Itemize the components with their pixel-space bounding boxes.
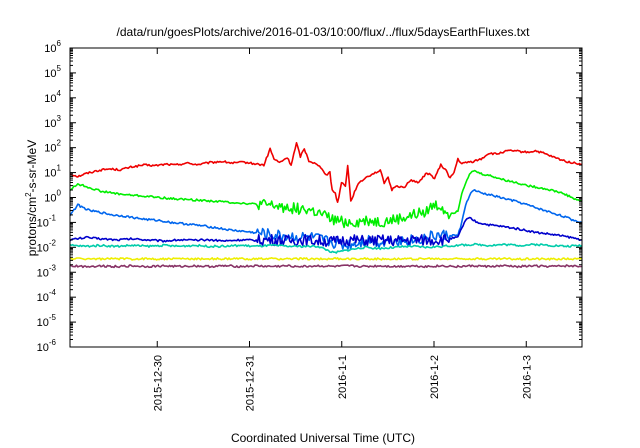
x-tick-label: 2016-1-1 [337, 355, 349, 399]
plot-frame [69, 47, 583, 348]
series-line-2 [69, 169, 583, 229]
y-tick-label: 103 [44, 114, 61, 130]
x-tick-label: 2015-12-31 [245, 355, 257, 411]
series-line-5 [69, 242, 583, 254]
series-line-4 [69, 216, 583, 247]
plot-title: /data/run/goesPlots/archive/2016-01-03/1… [117, 25, 531, 39]
plot-area: 10-6 10-5 10-4 10-3 10-2 10-1 100 101 102 103 104 1… [37, 39, 583, 411]
y-tick-label: 10-5 [37, 313, 57, 329]
x-tick-label: 2015-12-30 [152, 355, 164, 411]
y-tick-label: 106 [44, 39, 61, 55]
y-tick-label: 102 [44, 139, 61, 155]
y-tick-label: 10-4 [37, 288, 57, 304]
x-tick-label: 2016-1-3 [521, 355, 533, 399]
x-axis-title: Coordinated Universal Time (UTC) [231, 431, 415, 445]
series-line-6 [69, 256, 583, 261]
y-tick-label: 10-6 [37, 338, 57, 354]
x-tick-label: 2016-1-2 [429, 355, 441, 399]
y-tick-label: 105 [44, 64, 61, 80]
y-tick-label: 101 [44, 164, 61, 180]
y-tick-label: 10-2 [37, 238, 57, 254]
y-tick-label: 10-1 [37, 213, 57, 229]
series-line-1 [69, 142, 583, 203]
y-tick-label: 104 [44, 89, 61, 105]
y-tick-label: 100 [44, 189, 61, 205]
y-tick-label: 10-3 [37, 263, 57, 279]
series-line-7 [69, 264, 582, 269]
series-line-3 [69, 189, 583, 250]
y-axis-title: protons/cm2-s-sr-MeV [24, 140, 39, 256]
